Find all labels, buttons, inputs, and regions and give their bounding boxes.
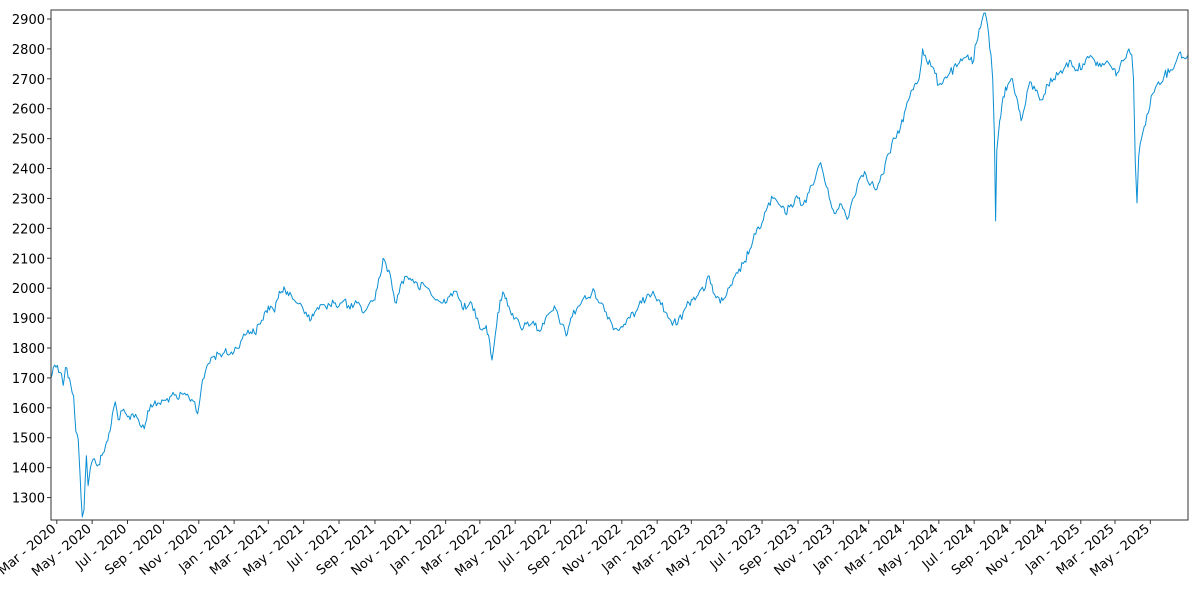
plot-frame: [50, 9, 1189, 521]
y-tick-label: 1500: [12, 432, 45, 447]
y-tick-label: 1400: [12, 462, 45, 477]
plot-area: [50, 12, 1189, 518]
y-tick-label: 2700: [12, 73, 45, 88]
y-tick-label: 1300: [12, 492, 45, 507]
y-tick-label: 1900: [12, 312, 45, 327]
y-tick-label: 2400: [12, 163, 45, 178]
y-tick-label: 2100: [12, 252, 45, 267]
y-tick-label: 2900: [12, 13, 45, 28]
y-tick-label: 1600: [12, 402, 45, 417]
y-tick-label: 1700: [12, 372, 45, 387]
y-tick-label: 2600: [12, 103, 45, 118]
y-tick-label: 1800: [12, 342, 45, 357]
y-tick-label: 2300: [12, 192, 45, 207]
y-axis: 1300 1400 1500 1600 1700 1800 1900 2000 2100 2200…: [12, 13, 51, 507]
y-tick-label: 2200: [12, 222, 45, 237]
y-tick-label: 2800: [12, 43, 45, 58]
y-tick-label: 2000: [12, 282, 45, 297]
series-line: [50, 12, 1189, 518]
y-tick-label: 2500: [12, 133, 45, 148]
